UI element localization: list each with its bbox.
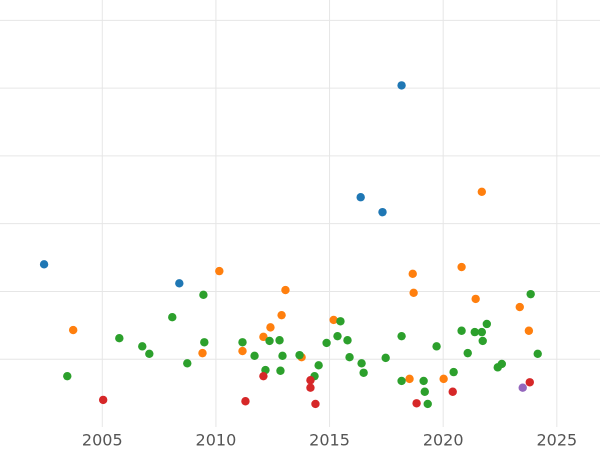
point <box>183 359 192 368</box>
point <box>281 285 290 295</box>
x-tick-label: 2005 <box>82 431 123 450</box>
point <box>250 351 259 361</box>
point <box>168 313 177 322</box>
x-tick-label: 2015 <box>309 431 350 450</box>
point <box>449 367 458 377</box>
point <box>482 319 492 329</box>
point <box>238 338 247 347</box>
point <box>359 368 368 377</box>
point <box>378 207 387 217</box>
point <box>477 327 487 337</box>
point <box>477 187 487 197</box>
point <box>343 336 352 345</box>
point <box>463 348 472 358</box>
point <box>306 383 315 392</box>
point <box>397 81 406 90</box>
x-tick-label: 2020 <box>423 431 464 450</box>
point <box>259 371 268 381</box>
point <box>265 336 274 346</box>
point <box>432 342 441 351</box>
point <box>357 359 366 368</box>
point <box>471 294 480 304</box>
point <box>175 279 184 288</box>
point <box>314 361 323 370</box>
point <box>533 349 542 358</box>
point <box>63 371 72 381</box>
point <box>409 288 418 297</box>
point <box>408 269 417 279</box>
point <box>345 352 354 362</box>
point <box>259 332 268 342</box>
point <box>295 350 304 360</box>
point <box>333 331 342 341</box>
point <box>515 302 524 312</box>
point <box>215 266 224 276</box>
point <box>238 346 247 356</box>
point <box>306 376 315 385</box>
point <box>405 374 414 384</box>
point <box>276 366 285 375</box>
point <box>525 378 534 387</box>
point <box>419 376 428 386</box>
point <box>278 351 287 361</box>
point <box>277 310 286 320</box>
point <box>198 348 207 358</box>
point <box>115 334 124 343</box>
point <box>518 383 527 392</box>
point <box>524 326 534 335</box>
point <box>200 338 209 347</box>
point <box>448 387 457 396</box>
point <box>266 323 275 332</box>
point <box>241 397 250 406</box>
point <box>470 327 479 337</box>
point <box>381 353 390 363</box>
point <box>199 290 208 300</box>
point <box>138 342 147 351</box>
point <box>439 374 448 384</box>
x-tick-label: 2010 <box>196 431 237 450</box>
point <box>311 399 320 409</box>
point <box>68 325 78 335</box>
point <box>420 387 429 396</box>
point <box>322 338 331 348</box>
point <box>457 262 466 272</box>
point <box>336 317 345 326</box>
point <box>98 395 108 405</box>
point <box>457 326 466 335</box>
point <box>275 336 284 345</box>
point <box>397 331 406 341</box>
point <box>397 376 406 386</box>
point <box>497 359 507 369</box>
point <box>145 349 154 358</box>
point <box>526 289 535 299</box>
point <box>423 399 432 409</box>
x-tick-label: 2025 <box>536 431 577 450</box>
point <box>329 315 338 325</box>
point <box>412 399 421 408</box>
point <box>39 260 49 269</box>
point <box>356 193 365 202</box>
point <box>478 336 487 346</box>
